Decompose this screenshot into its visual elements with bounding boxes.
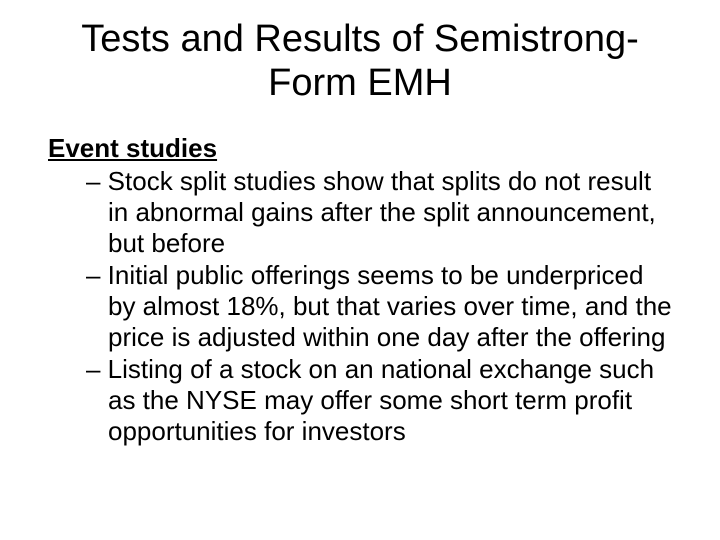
- bullet-list: – Stock split studies show that splits d…: [86, 166, 672, 446]
- slide-title: Tests and Results of Semistrong-Form EMH: [48, 18, 672, 105]
- list-item: – Listing of a stock on an national exch…: [86, 354, 672, 446]
- list-item: – Stock split studies show that splits d…: [86, 166, 672, 258]
- list-item: – Initial public offerings seems to be u…: [86, 260, 672, 352]
- slide-subheading: Event studies: [48, 133, 672, 164]
